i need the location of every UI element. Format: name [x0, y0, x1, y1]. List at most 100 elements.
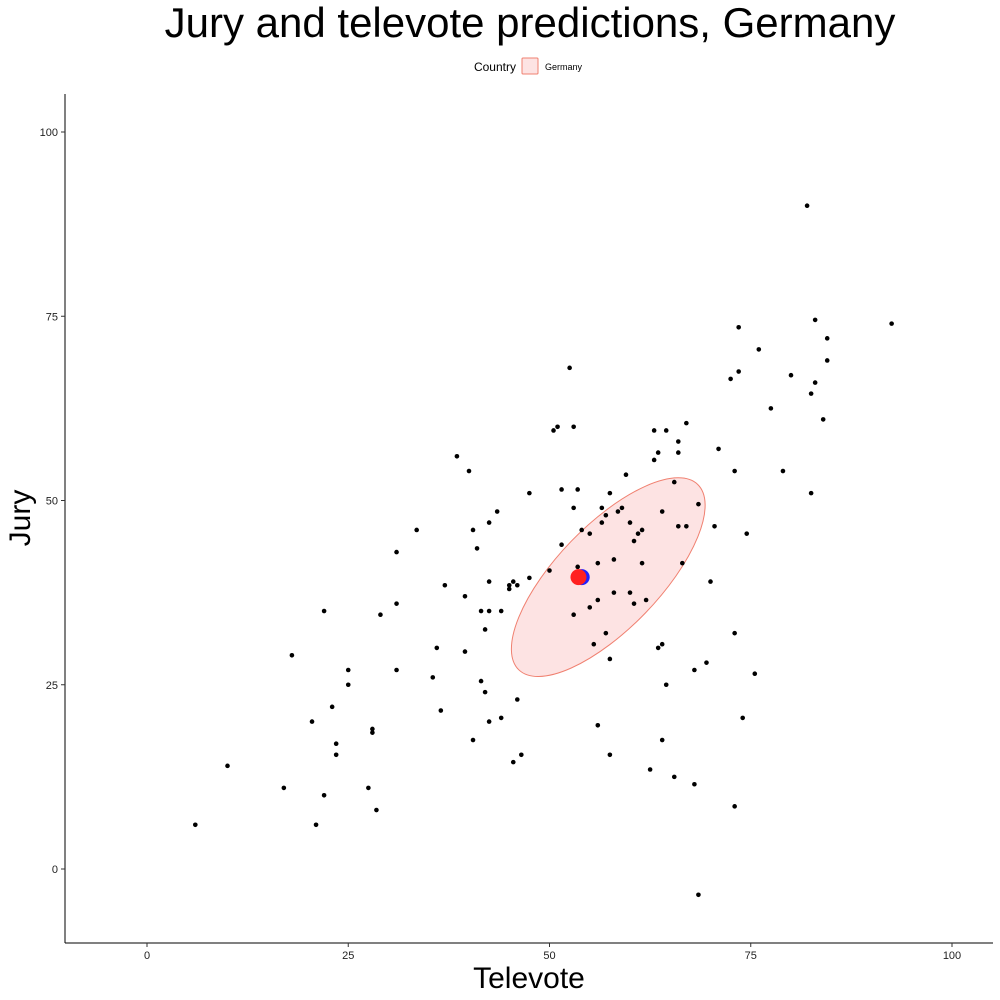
data-point: [752, 671, 758, 676]
data-point: [704, 660, 709, 665]
data-point: [333, 752, 339, 758]
data-point: [313, 822, 319, 828]
data-point: [676, 439, 681, 444]
data-point: [510, 579, 516, 584]
data-point: [434, 645, 440, 651]
data-point: [571, 612, 576, 618]
data-point: [663, 428, 669, 433]
data-point: [394, 667, 399, 673]
data-point: [482, 627, 488, 632]
y-axis-title: Jury: [4, 490, 37, 547]
data-point: [575, 564, 580, 570]
data-point: [430, 675, 436, 680]
confidence-ellipse-germany: [510, 477, 706, 677]
data-point: [587, 531, 593, 536]
data-point: [486, 719, 492, 724]
data-point: [394, 601, 399, 606]
data-point: [732, 630, 737, 636]
data-point: [676, 450, 681, 455]
data-point: [494, 509, 500, 514]
x-axis-title: Televote: [473, 962, 585, 995]
data-point: [696, 892, 701, 898]
data-point: [671, 479, 677, 485]
data-point: [603, 512, 609, 518]
data-point: [603, 630, 609, 636]
data-point: [321, 793, 327, 798]
data-point: [756, 347, 762, 352]
x-tick-label: 50: [543, 950, 555, 962]
data-point: [812, 317, 818, 323]
data-point: [370, 726, 375, 732]
data-point: [696, 501, 701, 507]
x-tick-label: 25: [342, 950, 354, 962]
data-point: [438, 708, 444, 713]
data-point: [732, 804, 737, 809]
data-point: [466, 468, 472, 474]
data-point: [498, 715, 504, 721]
data-point: [587, 605, 593, 610]
x-tick-label: 75: [745, 950, 757, 962]
data-point: [671, 774, 677, 780]
legend-key-germany: [521, 57, 539, 75]
data-point: [655, 645, 661, 651]
data-point: [591, 641, 597, 647]
data-point: [345, 667, 351, 673]
data-point: [486, 579, 492, 584]
data-point: [788, 372, 794, 378]
data-point: [567, 365, 572, 371]
data-point: [486, 520, 492, 525]
data-point: [808, 391, 814, 396]
data-point: [607, 752, 613, 758]
chart-title: Jury and televote predictions, Germany: [165, 0, 896, 46]
x-tick-label: 0: [144, 950, 150, 962]
y-tick-label: 25: [46, 680, 58, 692]
data-point: [824, 336, 830, 341]
data-point: [478, 608, 484, 614]
data-point: [555, 424, 560, 430]
data-point: [281, 785, 287, 791]
data-point: [716, 446, 721, 452]
data-point: [684, 523, 689, 529]
data-point: [659, 509, 665, 514]
data-point: [454, 453, 460, 459]
data-point: [627, 590, 633, 595]
data-point: [635, 531, 641, 536]
data-point: [366, 785, 371, 791]
data-point: [374, 807, 379, 813]
data-point: [551, 428, 556, 433]
data-point: [462, 649, 468, 654]
data-point: [470, 527, 476, 533]
data-point: [627, 520, 633, 525]
data-point: [559, 542, 564, 548]
data-point: [804, 203, 810, 208]
data-point: [547, 568, 552, 573]
data-point: [486, 608, 492, 614]
data-point: [579, 527, 584, 533]
data-point: [692, 781, 697, 787]
data-point: [474, 546, 480, 551]
data-point: [329, 704, 335, 710]
legend-label-germany: Germany: [545, 62, 583, 72]
data-point: [519, 752, 524, 758]
data-point: [414, 527, 419, 533]
data-point: [740, 715, 745, 721]
data-point: [651, 428, 657, 433]
data-point: [623, 472, 629, 478]
data-point: [599, 505, 605, 511]
data-point: [527, 490, 532, 496]
data-point: [736, 325, 741, 330]
data-point: [595, 722, 601, 728]
data-point: [571, 424, 576, 430]
data-point: [595, 597, 601, 603]
data-point: [225, 763, 230, 769]
data-point: [478, 678, 484, 684]
data-point: [663, 682, 669, 688]
legend: Country Germany: [474, 57, 583, 75]
data-point: [676, 523, 681, 529]
x-axis-ticks: 0 25 50 75 100: [144, 943, 961, 962]
y-tick-label: 100: [40, 127, 58, 139]
data-point: [559, 487, 564, 492]
data-point: [744, 531, 750, 536]
data-point: [712, 523, 717, 529]
